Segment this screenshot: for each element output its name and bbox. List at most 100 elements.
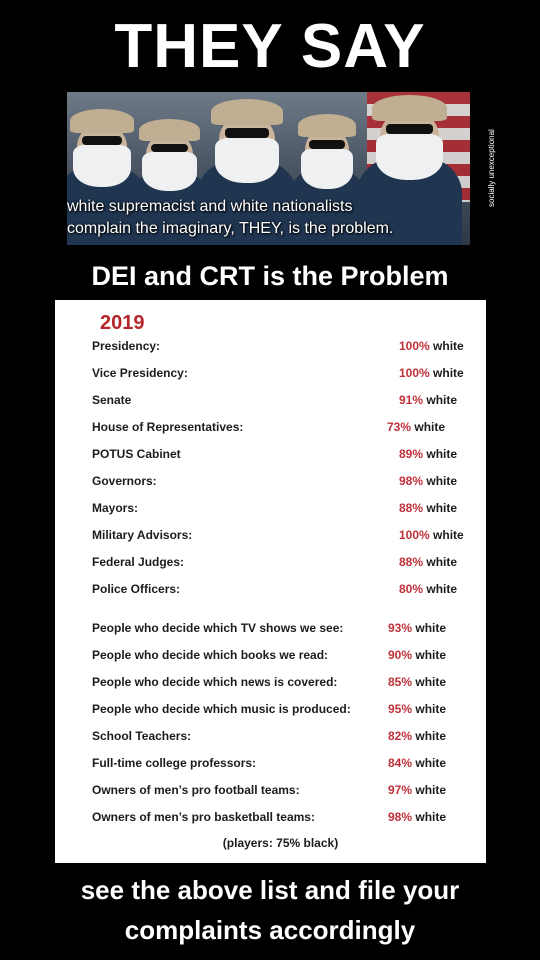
stat-label: People who decide which TV shows we see: xyxy=(92,621,344,635)
stat-percent: 88% xyxy=(399,501,424,515)
stat-percent: 80% xyxy=(399,582,424,596)
stat-suffix: white xyxy=(411,420,446,434)
stat-suffix: white xyxy=(412,756,447,770)
stat-row: Full-time college professors: 84% white xyxy=(92,753,452,773)
footer-line: see the above list and file your xyxy=(80,875,460,905)
stat-suffix: white xyxy=(423,582,458,596)
stat-row: Vice Presidency: 100% white xyxy=(92,363,464,383)
stat-suffix: white xyxy=(412,810,447,824)
stat-value: 98% white xyxy=(388,807,446,827)
stat-value: 84% white xyxy=(388,753,446,773)
stat-label: People who decide which books we read: xyxy=(92,648,329,662)
photo-masked-group xyxy=(67,92,470,245)
stat-row: Governors: 98% white xyxy=(92,471,457,491)
stat-label: People who decide which news is covered: xyxy=(92,675,338,689)
stat-label: School Teachers: xyxy=(92,729,192,743)
stat-percent: 89% xyxy=(399,447,424,461)
stat-label: Military Advisors: xyxy=(92,528,193,542)
stat-label: Owners of men’s pro football teams: xyxy=(92,783,300,797)
stat-label: Governors: xyxy=(92,474,157,488)
stat-row: Owners of men’s pro basketball teams: 98%… xyxy=(92,807,452,827)
stats-card: 2019 Presidency: 100% white Vice Presidenc… xyxy=(55,300,486,863)
stat-label: People who decide which music is produce… xyxy=(92,702,351,716)
stat-percent: 98% xyxy=(388,810,413,824)
stat-percent: 91% xyxy=(399,393,424,407)
stat-value: 93% white xyxy=(388,618,446,638)
stat-suffix: white xyxy=(423,447,458,461)
stat-label: Federal Judges: xyxy=(92,555,185,569)
stat-percent: 95% xyxy=(388,702,413,716)
stat-percent: 73% xyxy=(387,420,412,434)
stat-value: 89% white xyxy=(399,444,457,464)
stat-value: 82% white xyxy=(388,726,446,746)
stat-value: 80% white xyxy=(399,579,457,599)
year-heading: 2019 xyxy=(100,312,145,334)
stat-row: Owners of men’s pro football teams: 97% w… xyxy=(92,780,452,800)
headline: DEI and CRT is the Problem xyxy=(91,261,449,291)
stat-percent: 98% xyxy=(399,474,424,488)
stat-row: School Teachers: 82% white xyxy=(92,726,452,746)
stat-row: People who decide which news is covered:… xyxy=(92,672,452,692)
stat-suffix: white xyxy=(412,621,447,635)
stat-suffix: white xyxy=(412,783,447,797)
stat-value: 90% white xyxy=(388,645,446,665)
stat-suffix: white xyxy=(429,528,464,542)
stat-percent: 88% xyxy=(399,555,424,569)
footer-line: complaints accordingly xyxy=(124,915,416,945)
stat-percent: 90% xyxy=(388,648,413,662)
stat-percent: 100% xyxy=(399,528,430,542)
stat-value: 88% white xyxy=(399,552,457,572)
page-title: THEY SAY xyxy=(114,12,426,81)
person-figure xyxy=(287,108,367,245)
stat-value: 85% white xyxy=(388,672,446,692)
person-figure xyxy=(197,93,297,245)
stat-label: POTUS Cabinet xyxy=(92,447,181,461)
players-note: (players: 75% black) xyxy=(222,836,339,850)
stat-value: 98% white xyxy=(399,471,457,491)
caption-line: complain the imaginary, THEY, is the pro… xyxy=(67,220,394,237)
stat-value: 88% white xyxy=(399,498,457,518)
stat-row: Presidency: 100% white xyxy=(92,336,464,356)
stat-value: 97% white xyxy=(388,780,446,800)
stat-suffix: white xyxy=(429,366,464,380)
stat-row: Military Advisors: 100% white xyxy=(92,525,464,545)
caption-line: white supremacist and white nationalists xyxy=(67,198,353,215)
stat-label: Full-time college professors: xyxy=(92,756,257,770)
stat-label: Presidency: xyxy=(92,339,161,353)
stat-percent: 84% xyxy=(388,756,413,770)
stat-suffix: white xyxy=(423,555,458,569)
stat-row: Senate 91% white xyxy=(92,390,457,410)
stat-suffix: white xyxy=(412,675,447,689)
stat-value: 91% white xyxy=(399,390,457,410)
stat-suffix: white xyxy=(412,648,447,662)
stat-row: People who decide which TV shows we see:… xyxy=(92,618,452,638)
stat-percent: 85% xyxy=(388,675,413,689)
stat-row: POTUS Cabinet 89% white xyxy=(92,444,457,464)
person-figure xyxy=(357,92,462,245)
stat-label: Owners of men’s pro basketball teams: xyxy=(92,810,315,824)
stat-label: Vice Presidency: xyxy=(92,366,188,380)
stat-value: 73% white xyxy=(387,417,445,437)
stat-label: House of Representatives: xyxy=(92,420,244,434)
footer-message: see the above list and file your complai… xyxy=(0,870,540,950)
stat-label: Police Officers: xyxy=(92,582,181,596)
stat-row: House of Representatives: 73% white xyxy=(92,417,452,437)
stat-percent: 82% xyxy=(388,729,413,743)
stat-suffix: white xyxy=(412,702,447,716)
stat-value: 95% white xyxy=(388,699,446,719)
stat-row: Mayors: 88% white xyxy=(92,498,457,518)
stat-suffix: white xyxy=(412,729,447,743)
stat-row: People who decide which music is produce… xyxy=(92,699,452,719)
stat-value: 100% white xyxy=(399,525,464,545)
stat-row: People who decide which books we read: 90… xyxy=(92,645,452,665)
stat-percent: 100% xyxy=(399,366,430,380)
stat-suffix: white xyxy=(423,501,458,515)
stat-suffix: white xyxy=(423,474,458,488)
stat-label: Senate xyxy=(92,393,132,407)
stat-suffix: white xyxy=(423,393,458,407)
stat-value: 100% white xyxy=(399,363,464,383)
stat-value: 100% white xyxy=(399,336,464,356)
stat-label: Mayors: xyxy=(92,501,139,515)
stat-suffix: white xyxy=(429,339,464,353)
stat-percent: 97% xyxy=(388,783,413,797)
